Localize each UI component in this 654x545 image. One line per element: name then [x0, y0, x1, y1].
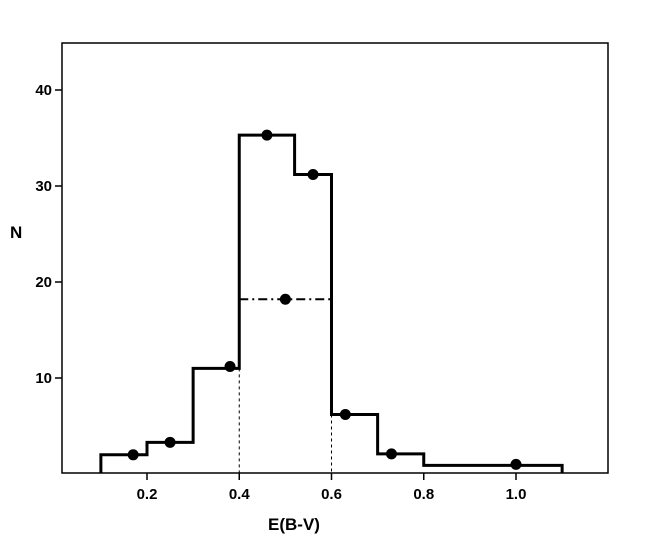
mean-bin-point [279, 293, 291, 305]
data-point [339, 408, 351, 420]
x-tick-label: 1.0 [506, 486, 527, 503]
x-tick-label: 0.2 [137, 486, 158, 503]
data-point [164, 436, 176, 448]
y-axis-title: N [10, 223, 22, 242]
data-point [385, 448, 397, 460]
chart-marks [99, 129, 564, 473]
plot-frame [61, 42, 609, 474]
y-axis-ticks: 10 20 30 40 [35, 82, 62, 387]
x-axis-title: E(B-V) [268, 515, 320, 534]
y-tick-label: 10 [35, 370, 52, 387]
histogram-outline [99, 133, 564, 473]
data-point [307, 168, 319, 180]
data-point [224, 360, 236, 372]
x-tick-label: 0.8 [413, 486, 434, 503]
y-tick-label: 40 [35, 82, 52, 99]
y-tick-label: 20 [35, 274, 52, 291]
data-point [261, 129, 273, 141]
x-axis-ticks: 0.2 0.4 0.6 0.8 1.0 [137, 473, 527, 503]
x-tick-label: 0.6 [321, 486, 342, 503]
x-tick-label: 0.4 [229, 486, 251, 503]
y-tick-label: 30 [35, 178, 52, 195]
data-point [510, 458, 522, 470]
data-point [127, 449, 139, 461]
